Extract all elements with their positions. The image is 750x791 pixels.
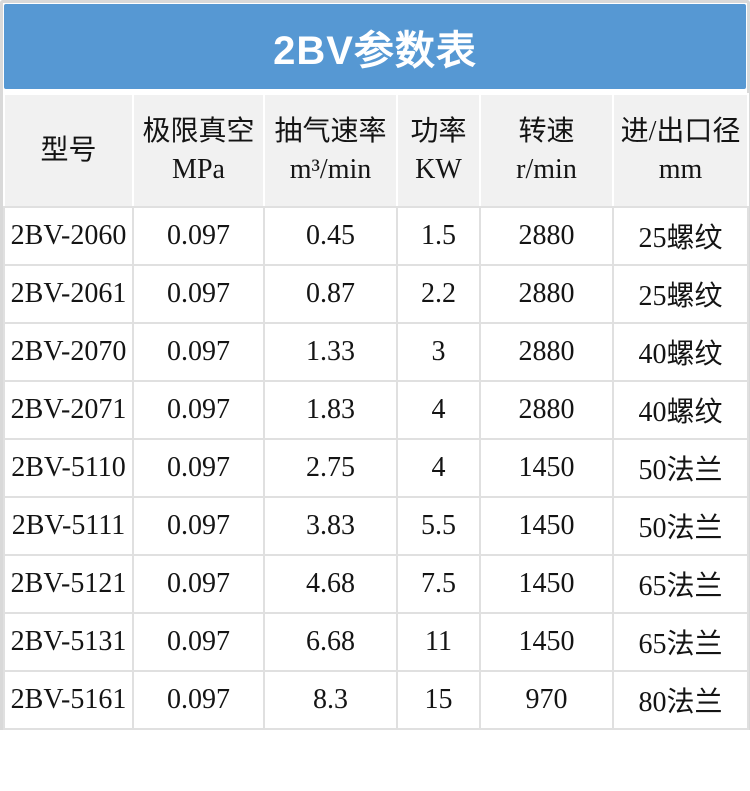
column-header-label: 进/出口径 bbox=[620, 115, 741, 147]
table-frame: 2BV参数表 型号 bbox=[0, 0, 750, 730]
cell-ultimate-vacuum: 0.097 bbox=[132, 612, 265, 672]
cell-power: 1.5 bbox=[396, 206, 481, 266]
column-header-label: 转速 bbox=[518, 115, 575, 147]
column-header-unit: MPa bbox=[172, 153, 225, 185]
table-title-banner: 2BV参数表 bbox=[4, 4, 746, 89]
column-header-power: 功率 KW bbox=[396, 93, 481, 208]
cell-speed: 2880 bbox=[479, 380, 614, 440]
cell-pumping-rate: 4.68 bbox=[263, 554, 398, 614]
column-header-port-diameter: 进/出口径 mm bbox=[612, 93, 749, 208]
cell-port-diameter: 25螺纹 bbox=[612, 206, 749, 266]
cell-model: 2BV-2071 bbox=[3, 380, 134, 440]
cell-model: 2BV-5121 bbox=[3, 554, 134, 614]
cell-power: 5.5 bbox=[396, 496, 481, 556]
table-row: 2BV-5121 0.097 4.68 7.5 1450 65法兰 bbox=[3, 554, 749, 614]
cell-ultimate-vacuum: 0.097 bbox=[132, 206, 265, 266]
column-header-inner: 功率 KW bbox=[398, 113, 479, 189]
cell-ultimate-vacuum: 0.097 bbox=[132, 438, 265, 498]
cell-pumping-rate: 0.45 bbox=[263, 206, 398, 266]
cell-model: 2BV-5111 bbox=[3, 496, 134, 556]
cell-speed: 2880 bbox=[479, 206, 614, 266]
cell-power: 3 bbox=[396, 322, 481, 382]
page-title: 2BV参数表 bbox=[273, 28, 477, 73]
cell-speed: 2880 bbox=[479, 322, 614, 382]
cell-pumping-rate: 8.3 bbox=[263, 670, 398, 730]
cell-model: 2BV-5131 bbox=[3, 612, 134, 672]
column-header-inner: 型号 bbox=[5, 132, 132, 170]
cell-port-diameter: 40螺纹 bbox=[612, 380, 749, 440]
cell-port-diameter: 65法兰 bbox=[612, 612, 749, 672]
cell-speed: 2880 bbox=[479, 264, 614, 324]
cell-pumping-rate: 6.68 bbox=[263, 612, 398, 672]
table-row: 2BV-2070 0.097 1.33 3 2880 40螺纹 bbox=[3, 322, 749, 382]
cell-speed: 1450 bbox=[479, 612, 614, 672]
cell-port-diameter: 80法兰 bbox=[612, 670, 749, 730]
cell-pumping-rate: 1.83 bbox=[263, 380, 398, 440]
cell-model: 2BV-5161 bbox=[3, 670, 134, 730]
cell-power: 4 bbox=[396, 438, 481, 498]
column-header-label: 型号 bbox=[40, 134, 97, 166]
cell-speed: 1450 bbox=[479, 554, 614, 614]
cell-pumping-rate: 0.87 bbox=[263, 264, 398, 324]
column-header-ultimate-vacuum: 极限真空 MPa bbox=[132, 93, 265, 208]
cell-power: 2.2 bbox=[396, 264, 481, 324]
column-header-label: 功率 bbox=[410, 115, 467, 147]
column-header-unit: KW bbox=[415, 153, 462, 185]
column-header-speed: 转速 r/min bbox=[479, 93, 614, 208]
cell-pumping-rate: 1.33 bbox=[263, 322, 398, 382]
cell-port-diameter: 50法兰 bbox=[612, 496, 749, 556]
cell-ultimate-vacuum: 0.097 bbox=[132, 322, 265, 382]
cell-model: 2BV-2060 bbox=[3, 206, 134, 266]
cell-port-diameter: 65法兰 bbox=[612, 554, 749, 614]
column-header-unit: r/min bbox=[516, 153, 577, 185]
table-row: 2BV-2060 0.097 0.45 1.5 2880 25螺纹 bbox=[3, 206, 749, 266]
column-header-pumping-rate: 抽气速率 m³/min bbox=[263, 93, 398, 208]
parameters-table: 型号 极限真空 MPa 抽气速率 m³/min bbox=[3, 93, 749, 730]
cell-pumping-rate: 3.83 bbox=[263, 496, 398, 556]
cell-model: 2BV-5110 bbox=[3, 438, 134, 498]
cell-power: 4 bbox=[396, 380, 481, 440]
table-row: 2BV-5161 0.097 8.3 15 970 80法兰 bbox=[3, 670, 749, 730]
cell-port-diameter: 50法兰 bbox=[612, 438, 749, 498]
cell-power: 15 bbox=[396, 670, 481, 730]
cell-pumping-rate: 2.75 bbox=[263, 438, 398, 498]
table-row: 2BV-5110 0.097 2.75 4 1450 50法兰 bbox=[3, 438, 749, 498]
column-header-model: 型号 bbox=[3, 93, 134, 208]
cell-port-diameter: 40螺纹 bbox=[612, 322, 749, 382]
cell-speed: 970 bbox=[479, 670, 614, 730]
table-row: 2BV-5131 0.097 6.68 11 1450 65法兰 bbox=[3, 612, 749, 672]
column-header-label: 抽气速率 bbox=[274, 115, 387, 147]
cell-power: 11 bbox=[396, 612, 481, 672]
cell-ultimate-vacuum: 0.097 bbox=[132, 554, 265, 614]
column-header-unit: mm bbox=[658, 153, 703, 185]
table-row: 2BV-5111 0.097 3.83 5.5 1450 50法兰 bbox=[3, 496, 749, 556]
cell-ultimate-vacuum: 0.097 bbox=[132, 264, 265, 324]
column-header-inner: 极限真空 MPa bbox=[134, 113, 263, 189]
cell-power: 7.5 bbox=[396, 554, 481, 614]
column-header-label: 极限真空 bbox=[142, 115, 255, 147]
cell-speed: 1450 bbox=[479, 496, 614, 556]
header-row: 型号 极限真空 MPa 抽气速率 m³/min bbox=[3, 93, 749, 208]
cell-ultimate-vacuum: 0.097 bbox=[132, 496, 265, 556]
cell-ultimate-vacuum: 0.097 bbox=[132, 670, 265, 730]
column-header-inner: 转速 r/min bbox=[481, 113, 612, 189]
table-row: 2BV-2061 0.097 0.87 2.2 2880 25螺纹 bbox=[3, 264, 749, 324]
cell-port-diameter: 25螺纹 bbox=[612, 264, 749, 324]
cell-speed: 1450 bbox=[479, 438, 614, 498]
cell-model: 2BV-2070 bbox=[3, 322, 134, 382]
cell-ultimate-vacuum: 0.097 bbox=[132, 380, 265, 440]
column-header-inner: 抽气速率 m³/min bbox=[265, 113, 396, 189]
column-header-inner: 进/出口径 mm bbox=[614, 113, 747, 189]
table-row: 2BV-2071 0.097 1.83 4 2880 40螺纹 bbox=[3, 380, 749, 440]
column-header-unit: m³/min bbox=[289, 153, 372, 185]
cell-model: 2BV-2061 bbox=[3, 264, 134, 324]
